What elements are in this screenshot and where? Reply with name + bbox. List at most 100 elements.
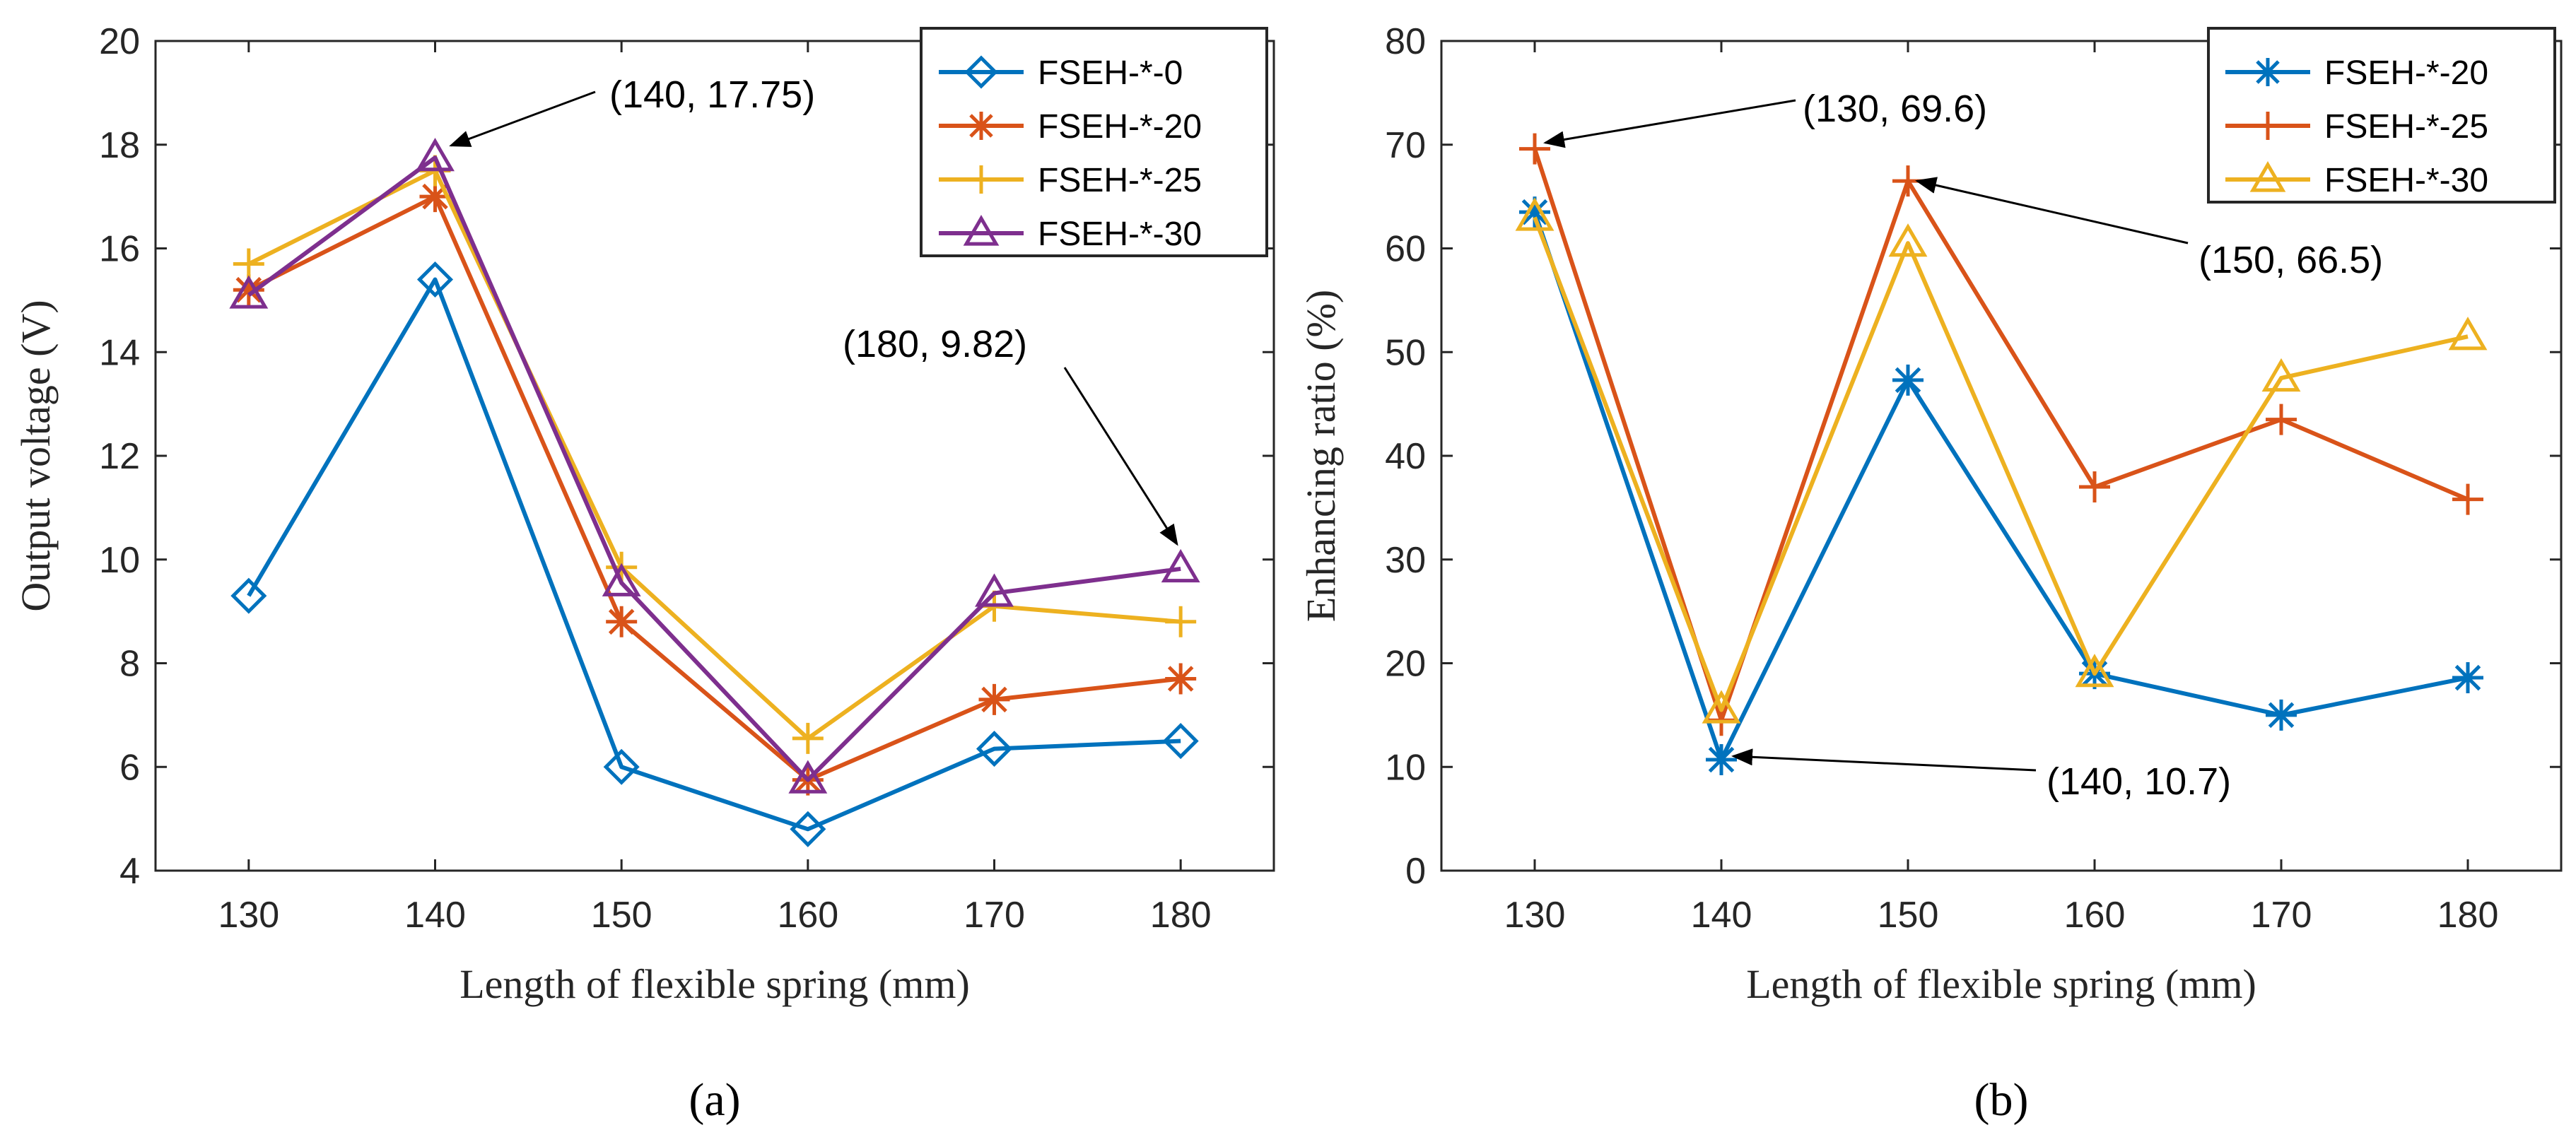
chart-a-data-point	[606, 606, 638, 637]
chart-b: 0 10 20 30 40 50 60 70 80 130 140 150 160 170 180 Enh…	[1298, 21, 2563, 1126]
chart-a-legend-label: FSEH-*-25	[1038, 162, 1202, 199]
chart-b-data-point	[2079, 471, 2110, 503]
chart-a-y-tick-labels: 4 6 8 10 12 14 16 18 20	[99, 21, 140, 892]
chart-b-legend-item: FSEH-*-25	[2225, 108, 2488, 146]
chart-b-series-line	[1533, 216, 2469, 712]
chart-a-annotation-arrow-2	[1063, 367, 1178, 546]
chart-a-legend-marker	[967, 165, 995, 194]
chart-b-legend: FSEH-*-20 FSEH-*-25 FSEH-*-30	[2207, 27, 2556, 204]
chart-a-series-fseh-25	[233, 155, 1197, 754]
chart-b-xtick-label: 150	[1878, 895, 1939, 936]
chart-b-xtick-label: 130	[1504, 895, 1566, 936]
chart-b-data-point	[1519, 196, 1550, 228]
chart-a-ytick-label: 10	[99, 540, 140, 581]
chart-a-xtick-label: 180	[1150, 895, 1212, 936]
chart-b-xtick-label: 170	[2251, 895, 2312, 936]
chart-a-ytick-label: 12	[99, 436, 140, 477]
chart-b-legend-marker	[2249, 161, 2286, 192]
chart-b-series-fseh-30	[1515, 197, 2488, 724]
chart-a-data-point	[792, 722, 824, 754]
chart-a-subfigure-label: (a)	[689, 1074, 740, 1126]
chart-b-legend-marker	[2254, 58, 2282, 86]
chart-b-legend-items: FSEH-*-20 FSEH-*-25 FSEH-*-30	[2225, 54, 2488, 199]
chart-a-legend-item: FSEH-*-0	[939, 54, 1183, 92]
chart-a-data-point	[1161, 548, 1200, 583]
chart-a-data-point	[416, 261, 454, 298]
chart-b-legend-item: FSEH-*-20	[2225, 54, 2488, 92]
chart-a-legend-marker	[967, 112, 995, 140]
chart-b-ytick-label: 40	[1385, 436, 1426, 477]
chart-a-data-point	[419, 181, 451, 213]
chart-b-legend-marker	[2254, 112, 2282, 140]
chart-a-data-point	[788, 760, 828, 794]
chart-a-axes-box	[154, 40, 1275, 872]
chart-b-data-point	[2448, 317, 2488, 351]
chart-b-legend-label: FSEH-*-20	[2324, 54, 2488, 92]
chart-b-axes-box	[1440, 40, 2563, 872]
chart-a-xtick-label: 140	[404, 895, 466, 936]
chart-a-xtick-label: 130	[218, 895, 279, 936]
chart-b-data-point	[2266, 699, 2297, 731]
chart-b-series-line	[1533, 211, 2469, 762]
chart-a-data-point	[233, 274, 264, 306]
chart-a-data-point	[1162, 723, 1199, 760]
chart-b-ylabel: Enhancing ratio (%)	[1298, 290, 1344, 622]
chart-b-data-point	[1515, 197, 1555, 231]
chart-a-data-point	[229, 275, 269, 309]
chart-a-ticks	[156, 40, 1274, 872]
chart-b-data-point	[1706, 743, 1737, 775]
chart-a-series	[229, 138, 1200, 847]
chart-a-ylabel: Output voltage (V)	[13, 300, 59, 611]
chart-a-x-tick-labels: 130 140 150 160 170 180	[218, 895, 1211, 936]
chart-a-legend-label: FSEH-*-20	[1038, 108, 1202, 146]
chart-b-data-point	[2075, 654, 2114, 688]
chart-a-annotation-2: (180, 9.82)	[843, 323, 1027, 365]
chart-b-data-point	[1892, 364, 1924, 396]
chart-b-ytick-label: 70	[1385, 125, 1426, 166]
chart-a-data-point	[233, 248, 264, 280]
chart-b-ytick-label: 0	[1405, 851, 1426, 892]
chart-b-y-tick-labels: 0 10 20 30 40 50 60 70 80	[1385, 21, 1426, 892]
chart-a-data-point	[978, 683, 1010, 715]
chart-a-xtick-label: 150	[591, 895, 652, 936]
chart-a-series-fseh-0	[230, 261, 1199, 847]
chart-a-series-line	[247, 168, 1181, 741]
chart-b-ytick-label: 80	[1385, 21, 1426, 62]
chart-b-annotation-1: (130, 69.6)	[1803, 88, 1987, 130]
chart-a-series-line	[247, 277, 1181, 832]
chart-a-ytick-label: 20	[99, 21, 140, 62]
chart-a-legend-marker	[964, 55, 998, 89]
chart-a-series-fseh-30	[229, 138, 1200, 794]
chart-a-data-point	[790, 811, 826, 847]
chart-b-series	[1515, 133, 2488, 775]
chart-a-legend-item: FSEH-*-20	[939, 108, 1202, 146]
chart-b-legend-item: FSEH-*-30	[2225, 161, 2488, 199]
chart-b-ytick-label: 60	[1385, 229, 1426, 270]
chart-b-xtick-label: 180	[2437, 895, 2499, 936]
chart-a-legend-item: FSEH-*-30	[939, 215, 1202, 253]
chart-b-series-fseh-20	[1519, 196, 2483, 775]
chart-b-data-point	[1702, 690, 1741, 724]
chart-b-ytick-label: 10	[1385, 747, 1426, 788]
chart-b-annotation-arrow-1	[1543, 99, 1796, 148]
chart-a-ytick-label: 18	[99, 125, 140, 166]
chart-a-annotation-1: (140, 17.75)	[609, 73, 815, 116]
chart-a-data-point	[230, 577, 267, 614]
chart-b-xtick-label: 160	[2064, 895, 2126, 936]
chart-b-legend-label: FSEH-*-25	[2324, 108, 2488, 146]
chart-a-xtick-label: 160	[777, 895, 838, 936]
chart-a-series-line	[247, 194, 1181, 782]
chart-b-data-point	[2266, 404, 2297, 435]
chart-b-annotation-arrow-2	[1915, 177, 2189, 245]
chart-b-xlabel: Length of flexible spring (mm)	[1746, 961, 2256, 1007]
chart-a-xtick-label: 170	[964, 895, 1025, 936]
chart-a-ytick-label: 4	[119, 851, 140, 892]
chart-a-legend-item: FSEH-*-25	[939, 162, 1202, 199]
chart-a-legend-label: FSEH-*-0	[1038, 54, 1183, 92]
chart-a-legend-label: FSEH-*-30	[1038, 216, 1202, 253]
chart-a-ytick-label: 8	[119, 644, 140, 685]
chart-b-subfigure-label: (b)	[1974, 1074, 2029, 1126]
chart-a-ytick-label: 16	[99, 229, 140, 270]
chart-a-data-point	[602, 563, 641, 596]
